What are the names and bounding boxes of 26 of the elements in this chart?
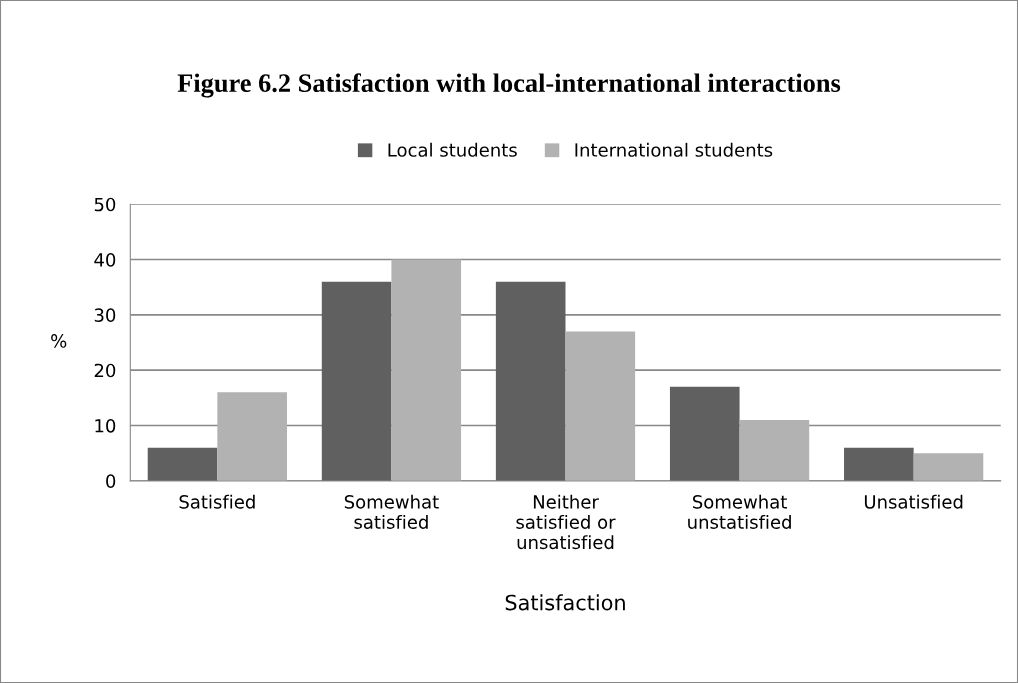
x-tick-label: Unsatisfied xyxy=(864,494,963,509)
bar xyxy=(147,447,218,481)
x-tick-label: Neither satisfied or unsatisfied xyxy=(516,494,616,550)
y-tick-label: 30 xyxy=(94,308,116,322)
bar xyxy=(391,259,462,481)
chart-title: Figure 6.2 Satisfaction with local-international interactions xyxy=(177,73,841,98)
y-tick-label: 0 xyxy=(106,474,116,488)
x-axis-title: Satisfaction xyxy=(505,594,625,611)
x-tick-label: Somewhat satisfied xyxy=(344,494,439,529)
bar xyxy=(669,386,740,481)
x-tick-label: Satisfied xyxy=(179,494,255,509)
bar xyxy=(913,453,984,481)
x-tick-label: Somewhat unstatisfied xyxy=(688,494,791,529)
bar xyxy=(217,392,287,481)
bar xyxy=(321,281,392,481)
bar xyxy=(844,447,914,481)
bar xyxy=(739,419,810,481)
bar xyxy=(495,281,566,481)
bar xyxy=(565,331,636,481)
y-tick-label: 50 xyxy=(94,197,116,212)
legend-label: International students xyxy=(575,142,773,157)
y-axis-title: % xyxy=(51,334,67,348)
y-tick-label: 20 xyxy=(94,363,116,378)
legend-label: Local students xyxy=(388,142,517,157)
y-tick-label: 10 xyxy=(95,418,116,433)
y-tick-label: 40 xyxy=(94,253,116,267)
